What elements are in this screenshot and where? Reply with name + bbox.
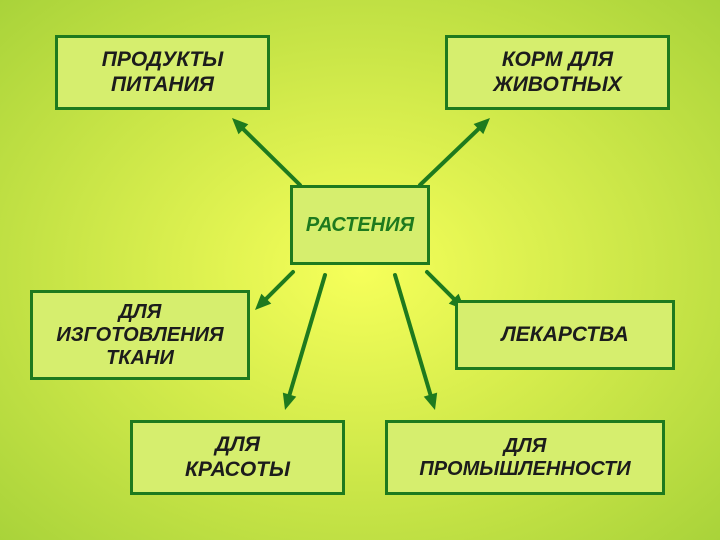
node-fabric-label: ДЛЯ ИЗГОТОВЛЕНИЯ ТКАНИ [56, 301, 223, 370]
node-center: РАСТЕНИЯ [290, 185, 430, 265]
node-feed: КОРМ ДЛЯ ЖИВОТНЫХ [445, 35, 670, 110]
node-medicine: ЛЕКАРСТВА [455, 300, 675, 370]
node-medicine-label: ЛЕКАРСТВА [501, 323, 628, 347]
node-food-label: ПРОДУКТЫ ПИТАНИЯ [102, 48, 224, 96]
node-center-label: РАСТЕНИЯ [306, 214, 414, 237]
node-food: ПРОДУКТЫ ПИТАНИЯ [55, 35, 270, 110]
node-beauty: ДЛЯ КРАСОТЫ [130, 420, 345, 495]
diagram-canvas: РАСТЕНИЯ ПРОДУКТЫ ПИТАНИЯ КОРМ ДЛЯ ЖИВОТ… [0, 0, 720, 540]
node-industry: ДЛЯ ПРОМЫШЛЕННОСТИ [385, 420, 665, 495]
node-feed-label: КОРМ ДЛЯ ЖИВОТНЫХ [493, 48, 622, 96]
node-beauty-label: ДЛЯ КРАСОТЫ [185, 433, 290, 481]
node-industry-label: ДЛЯ ПРОМЫШЛЕННОСТИ [419, 435, 630, 481]
node-fabric: ДЛЯ ИЗГОТОВЛЕНИЯ ТКАНИ [30, 290, 250, 380]
